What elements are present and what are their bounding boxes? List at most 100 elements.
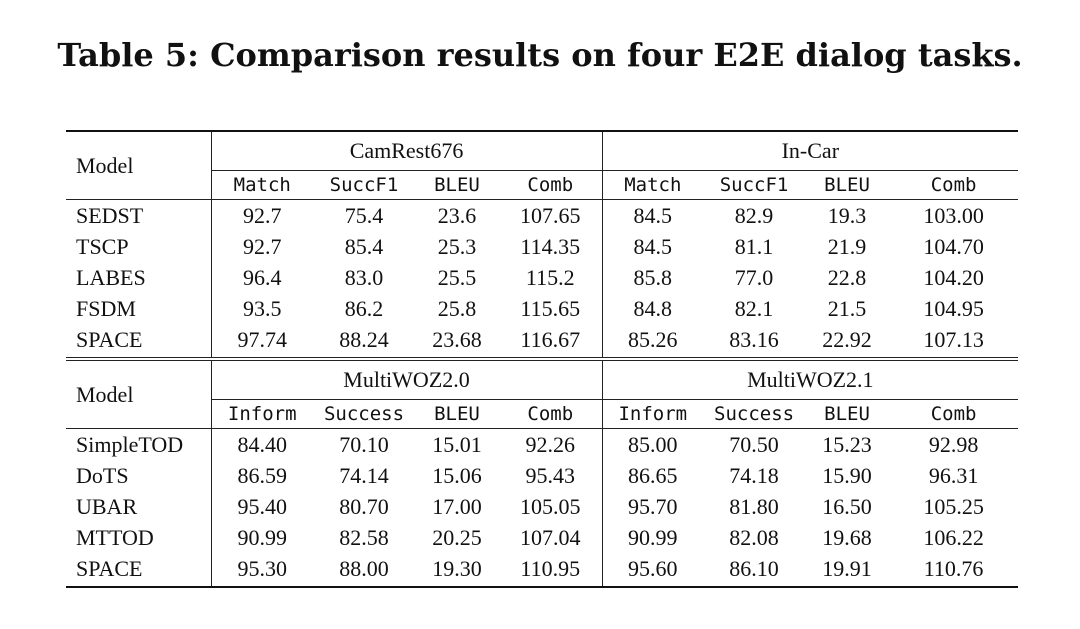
metric-value: 25.3	[437, 233, 477, 259]
metric-value: 106.22	[923, 524, 984, 550]
metric-value: 15.90	[822, 462, 872, 488]
metric-value: 95.70	[628, 493, 678, 519]
header-row: Model CamRest676 In-Car	[66, 130, 1019, 200]
metric-value: 25.5	[437, 264, 477, 290]
metric-header: SuccF1	[703, 170, 806, 200]
metric-value: 110.95	[499, 553, 603, 588]
model-name: LABES	[66, 262, 212, 293]
metric-value: 19.68	[822, 524, 872, 550]
metric-value: 23.68	[415, 324, 499, 361]
metric-value: 86.65	[628, 462, 678, 488]
metric-value: 74.14	[339, 462, 389, 488]
model-name: UBAR	[66, 491, 212, 522]
metric-value: 104.95	[923, 295, 984, 321]
metric-value: 85.4	[344, 233, 384, 259]
dataset-group-header: CamRest676	[211, 130, 603, 171]
metric-value: 84.8	[633, 295, 673, 321]
metric-value: 15.06	[432, 462, 482, 488]
model-name: SPACE	[66, 324, 212, 361]
metric-value: 74.18	[729, 462, 779, 488]
metric-value: 19.3	[827, 202, 867, 228]
metric-value: 90.99	[237, 524, 288, 550]
metric-value: 21.9	[827, 233, 867, 259]
metric-header: Inform	[602, 399, 704, 429]
metric-value: 23.6	[437, 202, 477, 228]
metric-value: 92.7	[243, 202, 282, 228]
model-name: FSDM	[66, 293, 212, 324]
metric-value: 107.04	[499, 522, 603, 553]
model-name: SEDST	[66, 199, 212, 231]
metric-header: Success	[313, 399, 415, 429]
dataset-group-header: MultiWOZ2.0	[211, 359, 603, 400]
table-row: SimpleTOD 84.40 70.10 15.01 92.26 85.00 70.50 1…	[66, 428, 1018, 460]
metric-value: 70.50	[729, 431, 779, 457]
metric-value: 95.30	[211, 553, 313, 588]
metric-value: 95.40	[237, 493, 288, 519]
model-name: SPACE	[66, 553, 212, 588]
metric-value: 116.67	[499, 324, 603, 361]
metric-value: 90.99	[628, 524, 678, 550]
metric-value: 95.43	[499, 460, 603, 491]
metric-header: Comb	[499, 170, 603, 200]
table-row: LABES 96.4 83.0 25.5 115.2 85.8 77.0 22.8 104.20	[66, 262, 1018, 293]
metric-value: 86.59	[237, 462, 288, 488]
metric-header: Comb	[889, 170, 1019, 200]
metric-value: 104.20	[923, 264, 984, 290]
metric-value: 81.1	[734, 233, 774, 259]
metric-header: BLEU	[805, 399, 890, 429]
metric-header: Comb	[499, 399, 603, 429]
metric-value: 105.25	[923, 493, 984, 519]
metric-value: 20.25	[432, 524, 482, 550]
metric-value: 85.8	[633, 264, 673, 290]
metric-header: BLEU	[415, 170, 499, 200]
metric-header-row: Match SuccF1 BLEU Comb Match SuccF1 BLEU Comb	[66, 170, 1019, 200]
metric-value: 75.4	[344, 202, 384, 228]
metric-value: 104.70	[923, 233, 984, 259]
model-column-header: Model	[66, 359, 212, 429]
metric-header: Comb	[889, 399, 1019, 429]
metric-value: 92.26	[499, 428, 603, 460]
metric-value: 97.74	[211, 324, 313, 361]
metric-value: 70.10	[339, 431, 389, 457]
dataset-group-header: MultiWOZ2.1	[602, 359, 1019, 400]
table-row: MTTOD 90.99 82.58 20.25 107.04 90.99 82.08 19.6…	[66, 522, 1018, 553]
metric-value: 82.58	[339, 524, 389, 550]
table-row: FSDM 93.5 86.2 25.8 115.65 84.8 82.1 21.5 104.95	[66, 293, 1018, 324]
metric-value: 92.98	[928, 431, 979, 457]
model-column-header: Model	[66, 130, 212, 200]
model-name: TSCP	[66, 231, 212, 262]
metric-header: Match	[602, 170, 704, 200]
metric-value: 96.31	[928, 462, 979, 488]
metric-value: 84.5	[633, 233, 673, 259]
metric-header: Inform	[211, 399, 313, 429]
metric-value: 92.7	[243, 233, 282, 259]
metric-value: 21.5	[827, 295, 867, 321]
header-row: Model MultiWOZ2.0 MultiWOZ2.1	[66, 359, 1019, 429]
metric-value: 22.8	[827, 264, 867, 290]
metric-value: 17.00	[432, 493, 482, 519]
model-name: DoTS	[66, 460, 212, 491]
metric-value: 82.1	[734, 295, 774, 321]
metric-value: 22.92	[805, 324, 890, 361]
metric-header: SuccF1	[313, 170, 415, 200]
table-row: SPACE 97.74 88.24 23.68 116.67 85.26 83.16 22.9…	[66, 324, 1019, 361]
metric-value: 95.60	[602, 553, 704, 588]
table-row: SPACE 95.30 88.00 19.30 110.95 95.60 86.10 19.9…	[66, 553, 1019, 588]
table-row: DoTS 86.59 74.14 15.06 95.43 86.65 74.18 15.90 9…	[66, 460, 1018, 491]
metric-header: Success	[703, 399, 806, 429]
metric-value: 83.0	[344, 264, 384, 290]
comparison-table: Model CamRest676 In-Car Match SuccF1 BLEU Comb…	[66, 130, 1019, 588]
metric-value: 115.65	[499, 293, 603, 324]
table-section: Model CamRest676 In-Car Match SuccF1 BLEU Comb…	[66, 130, 1019, 361]
metric-value: 88.24	[313, 324, 415, 361]
dataset-group-header: In-Car	[602, 130, 1019, 171]
metric-value: 103.00	[923, 202, 984, 228]
metric-value: 107.65	[499, 199, 603, 231]
metric-value: 86.2	[344, 295, 384, 321]
metric-value: 96.4	[243, 264, 282, 290]
metric-value: 82.9	[734, 202, 774, 228]
metric-value: 107.13	[889, 324, 1019, 361]
metric-value: 85.26	[602, 324, 704, 361]
metric-value: 15.01	[432, 431, 482, 457]
metric-value: 16.50	[822, 493, 872, 519]
